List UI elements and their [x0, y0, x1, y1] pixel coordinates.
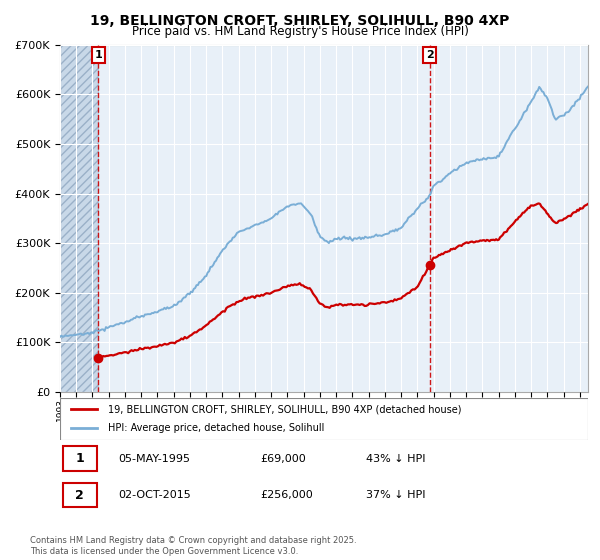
Bar — [60, 45, 98, 392]
Text: 19, BELLINGTON CROFT, SHIRLEY, SOLIHULL, B90 4XP: 19, BELLINGTON CROFT, SHIRLEY, SOLIHULL,… — [91, 14, 509, 28]
Text: Price paid vs. HM Land Registry's House Price Index (HPI): Price paid vs. HM Land Registry's House … — [131, 25, 469, 38]
Text: 02-OCT-2015: 02-OCT-2015 — [118, 490, 191, 500]
Text: 43% ↓ HPI: 43% ↓ HPI — [366, 454, 426, 464]
Text: 37% ↓ HPI: 37% ↓ HPI — [366, 490, 426, 500]
Text: 1: 1 — [75, 452, 84, 465]
Text: Contains HM Land Registry data © Crown copyright and database right 2025.
This d: Contains HM Land Registry data © Crown c… — [30, 536, 356, 556]
Text: 19, BELLINGTON CROFT, SHIRLEY, SOLIHULL, B90 4XP (detached house): 19, BELLINGTON CROFT, SHIRLEY, SOLIHULL,… — [107, 404, 461, 414]
FancyBboxPatch shape — [62, 483, 97, 507]
FancyBboxPatch shape — [60, 398, 588, 440]
Text: 2: 2 — [426, 50, 433, 60]
Text: HPI: Average price, detached house, Solihull: HPI: Average price, detached house, Soli… — [107, 423, 324, 433]
Text: 2: 2 — [75, 488, 84, 502]
FancyBboxPatch shape — [62, 446, 97, 471]
Text: 05-MAY-1995: 05-MAY-1995 — [118, 454, 190, 464]
Text: 1: 1 — [94, 50, 102, 60]
Text: £69,000: £69,000 — [260, 454, 307, 464]
Text: £256,000: £256,000 — [260, 490, 313, 500]
